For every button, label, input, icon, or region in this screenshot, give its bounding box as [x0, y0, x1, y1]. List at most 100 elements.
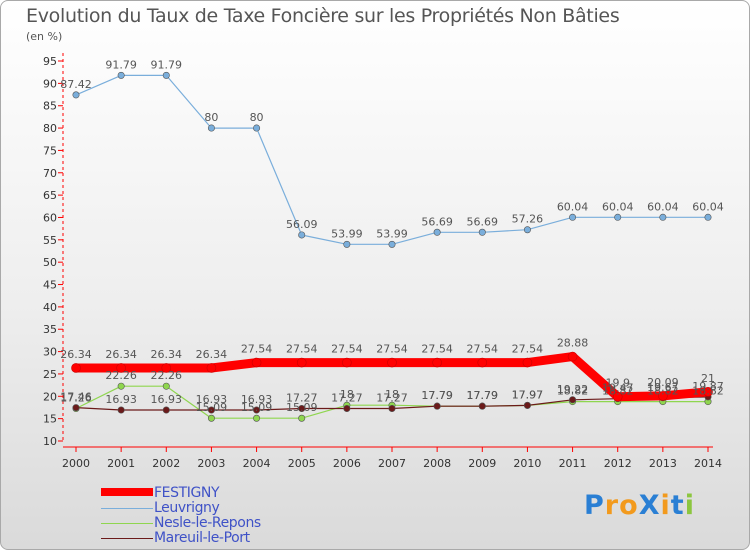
data-label-nesle-le-repons-2014: 18.82	[692, 385, 724, 398]
point-mareuil-le-port-2006	[343, 404, 351, 412]
point-festigny-2008	[432, 357, 442, 368]
point-mareuil-le-port-2009	[478, 402, 486, 410]
x-tick-label-2014: 2014	[694, 457, 722, 470]
point-festigny-2010	[522, 357, 533, 368]
point-nesle-le-repons-2001	[117, 382, 125, 390]
data-label-mareuil-le-port-2006: 17.27	[331, 391, 363, 404]
data-label-leuvrigny-2002: 91.79	[151, 58, 183, 71]
point-leuvrigny-2009	[478, 228, 486, 236]
series-layer	[71, 71, 713, 422]
logo-letter: r	[604, 490, 620, 521]
x-tick-label-2003: 2003	[197, 457, 225, 470]
data-label-leuvrigny-2001: 91.79	[105, 58, 137, 71]
data-label-nesle-le-repons-2013: 18.82	[647, 385, 679, 398]
chart-subtitle: (en %)	[26, 30, 63, 43]
point-nesle-le-repons-2005	[298, 414, 306, 422]
y-tick-label-35: 35	[43, 323, 57, 336]
data-label-leuvrigny-2014: 60.04	[692, 200, 724, 213]
data-label-nesle-le-repons-2008: 17.79	[421, 389, 453, 402]
point-leuvrigny-2001	[117, 71, 125, 79]
y-tick-label-75: 75	[43, 144, 57, 157]
point-leuvrigny-2010	[523, 226, 531, 234]
point-leuvrigny-2012	[614, 213, 622, 221]
data-label-mareuil-le-port-2008: 17.79	[421, 389, 453, 402]
series-festigny	[71, 351, 713, 402]
y-tick-label-55: 55	[43, 234, 57, 247]
point-festigny-2005	[296, 357, 307, 368]
y-tick-label-40: 40	[43, 301, 57, 314]
y-tick-label-70: 70	[43, 167, 57, 180]
logo-letter: X	[638, 490, 661, 521]
point-leuvrigny-2007	[388, 240, 396, 248]
x-tick-label-2008: 2008	[423, 457, 451, 470]
data-label-leuvrigny-2000: 87.42	[60, 78, 92, 91]
point-festigny-2013	[658, 391, 668, 401]
data-label-mareuil-le-port-2012: 19.47	[602, 382, 634, 395]
y-tick-label-90: 90	[43, 77, 57, 90]
y-tick-label-30: 30	[43, 346, 57, 359]
point-leuvrigny-2006	[343, 240, 351, 248]
axes: 10 15 20 25 30 35 40 45 50 55 60 65 70 75 80 85 90 95 2000…	[43, 53, 722, 470]
point-mareuil-le-port-2001	[117, 406, 125, 414]
data-label-nesle-le-repons-2003: 15.09	[196, 401, 228, 414]
data-label-nesle-le-repons-2007: 18	[385, 388, 399, 401]
y-tick-label-50: 50	[43, 256, 57, 269]
data-label-leuvrigny-2008: 56.69	[421, 215, 453, 228]
chart-title: Evolution du Taux de Taxe Foncière sur l…	[26, 5, 620, 27]
data-label-festigny-2006: 27.54	[331, 343, 363, 356]
legend-label-nesle-le-repons: Nesle-le-Repons	[154, 515, 261, 531]
data-label-nesle-le-repons-2010: 17.97	[512, 388, 544, 401]
data-label-nesle-le-repons-2005: 15.09	[286, 401, 318, 414]
y-tick-label-95: 95	[43, 55, 57, 68]
logo-letter: t	[670, 490, 685, 521]
x-tick-label-2004: 2004	[243, 457, 271, 470]
data-label-mareuil-le-port-2001: 16.93	[105, 393, 137, 406]
point-leuvrigny-2008	[433, 228, 441, 236]
point-festigny-2011	[567, 351, 578, 362]
data-label-leuvrigny-2010: 57.26	[512, 213, 544, 226]
data-label-mareuil-le-port-2007: 17.27	[376, 391, 408, 404]
series-leuvrigny	[72, 71, 712, 248]
point-mareuil-le-port-2008	[433, 402, 441, 410]
data-label-mareuil-le-port-2002: 16.93	[151, 393, 183, 406]
data-label-leuvrigny-2006: 53.99	[331, 227, 363, 240]
data-labels: 17.26 22.26 22.26 15.09 15.09 15.09 18 18 17.79 1…	[60, 58, 724, 414]
point-festigny-2006	[342, 357, 352, 368]
point-mareuil-le-port-2005	[298, 404, 306, 412]
point-festigny-2007	[387, 357, 397, 368]
logo-letter: i	[684, 490, 695, 521]
point-leuvrigny-2002	[162, 71, 170, 79]
data-label-festigny-2010: 27.54	[512, 343, 544, 356]
data-label-nesle-le-repons-2004: 15.09	[241, 401, 273, 414]
point-mareuil-le-port-2002	[162, 406, 170, 414]
x-tick-label-2000: 2000	[62, 457, 90, 470]
data-label-leuvrigny-2011: 60.04	[557, 200, 589, 213]
data-label-nesle-le-repons-2009: 17.79	[467, 389, 499, 402]
point-nesle-le-repons-2003	[207, 414, 215, 422]
data-label-leuvrigny-2007: 53.99	[376, 227, 408, 240]
x-tick-label-2006: 2006	[333, 457, 361, 470]
data-label-mareuil-le-port-2011: 19.22	[557, 383, 589, 396]
logo-letter: P	[584, 490, 605, 521]
y-tick-label-45: 45	[43, 279, 57, 292]
logo-letter: o	[619, 490, 639, 521]
point-mareuil-le-port-2010	[523, 401, 531, 409]
point-mareuil-le-port-2004	[253, 406, 261, 414]
data-label-leuvrigny-2005: 56.09	[286, 218, 318, 231]
data-label-festigny-2012: 19.9	[605, 377, 630, 390]
data-label-festigny-2008: 27.54	[421, 343, 453, 356]
legend-label-leuvrigny: Leuvrigny	[154, 500, 220, 516]
point-festigny-2009	[477, 357, 488, 368]
data-label-nesle-le-repons-2001: 22.26	[105, 369, 137, 382]
data-label-mareuil-le-port-2014: 19.87	[692, 380, 724, 393]
x-tick-label-2010: 2010	[513, 457, 541, 470]
data-label-festigny-2002: 26.34	[151, 348, 183, 361]
data-label-mareuil-le-port-2000: 17.46	[60, 391, 92, 404]
data-label-mareuil-le-port-2009: 17.79	[467, 389, 499, 402]
x-tick-label-2001: 2001	[107, 457, 135, 470]
series-line-leuvrigny	[75, 74, 709, 245]
y-tick-label-25: 25	[43, 368, 57, 381]
x-tick-label-2012: 2012	[604, 457, 632, 470]
